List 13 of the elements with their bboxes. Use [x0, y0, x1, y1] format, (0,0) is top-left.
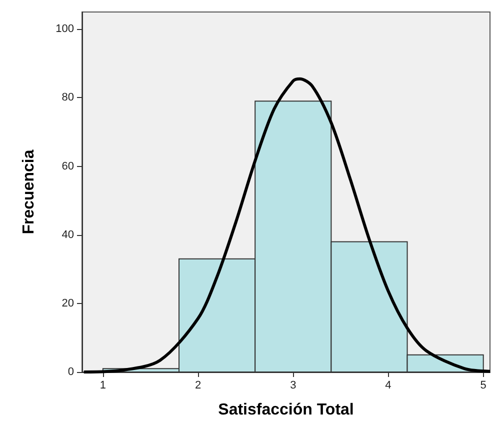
- x-tick-label: 2: [194, 380, 202, 392]
- y-tick-label: 40: [62, 228, 74, 241]
- x-tick-label: 4: [385, 380, 392, 392]
- y-tick-label: 20: [62, 297, 74, 310]
- x-tick-label: 3: [290, 380, 296, 392]
- y-tick-label: 0: [68, 366, 74, 378]
- x-tick-label: 1: [100, 380, 106, 392]
- x-tick-label: 5: [480, 380, 486, 392]
- y-tick-label: 60: [62, 160, 74, 172]
- y-tick-label: 80: [62, 92, 74, 104]
- y-axis-title: Frecuencia: [20, 150, 38, 234]
- x-axis-title: Satisfacción Total: [218, 402, 354, 418]
- y-tick-label: 100: [56, 23, 74, 36]
